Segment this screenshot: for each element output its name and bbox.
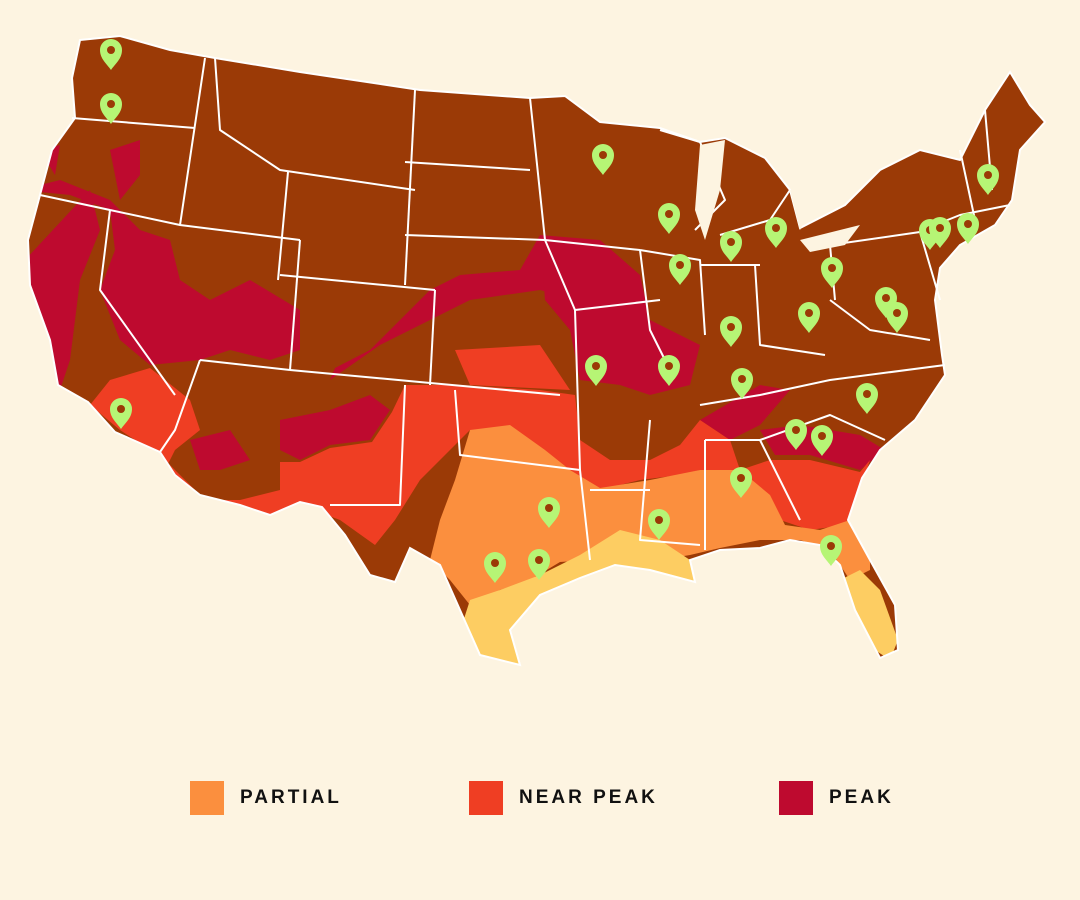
location-pin-icon bbox=[820, 535, 842, 566]
location-pin-icon bbox=[811, 425, 833, 456]
location-pin-icon bbox=[798, 302, 820, 333]
region-minimal bbox=[462, 530, 898, 665]
us-map-svg bbox=[27, 35, 1046, 666]
location-markers bbox=[100, 39, 999, 583]
legend-label-partial: PARTIAL bbox=[240, 787, 342, 808]
location-pin-icon bbox=[658, 203, 680, 234]
location-pin-icon bbox=[110, 398, 132, 429]
legend-label-near-peak: NEAR PEAK bbox=[519, 787, 658, 808]
foliage-regions bbox=[28, 36, 1045, 665]
location-pin-icon bbox=[100, 39, 122, 70]
legend-item-near-peak: NEAR PEAK bbox=[469, 780, 658, 816]
great-lakes bbox=[695, 140, 860, 252]
legend-label-peak: PEAK bbox=[829, 787, 894, 808]
location-pin-icon bbox=[730, 467, 752, 498]
location-pin-icon bbox=[875, 287, 897, 318]
location-pin-icon bbox=[528, 549, 550, 580]
location-pin-icon bbox=[669, 254, 691, 285]
location-pin-icon bbox=[538, 497, 560, 528]
location-pin-icon bbox=[648, 509, 670, 540]
location-pin-icon bbox=[585, 355, 607, 386]
location-pin-icon bbox=[484, 552, 506, 583]
location-pin-icon bbox=[977, 164, 999, 195]
location-pin-icon bbox=[886, 302, 908, 333]
location-pin-icon bbox=[785, 419, 807, 450]
location-pin-icon bbox=[856, 383, 878, 414]
location-pin-icon bbox=[765, 217, 787, 248]
legend-item-peak: PEAK bbox=[779, 780, 894, 816]
location-pin-icon bbox=[100, 93, 122, 124]
state-borders bbox=[39, 57, 1011, 561]
location-pin-icon bbox=[720, 316, 742, 347]
foliage-map bbox=[27, 35, 1046, 666]
location-pin-icon bbox=[658, 355, 680, 386]
legend-item-partial: PARTIAL bbox=[190, 780, 342, 816]
location-pin-icon bbox=[731, 368, 753, 399]
legend-swatch-peak bbox=[779, 781, 813, 815]
location-pin-icon bbox=[957, 213, 979, 244]
location-pin-icon bbox=[821, 257, 843, 288]
map-legend: PARTIAL NEAR PEAK PEAK bbox=[0, 780, 1080, 820]
region-near-peak bbox=[90, 345, 870, 545]
location-pin-icon bbox=[929, 217, 951, 248]
legend-swatch-partial bbox=[190, 781, 224, 815]
legend-swatch-near-peak bbox=[469, 781, 503, 815]
location-pin-icon bbox=[720, 231, 742, 262]
location-pin-icon bbox=[592, 144, 614, 175]
